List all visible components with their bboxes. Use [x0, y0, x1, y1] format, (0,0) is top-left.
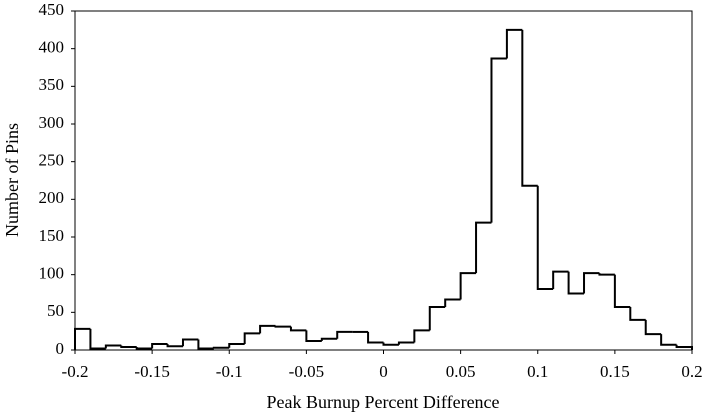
histogram-step [567, 271, 585, 295]
x-tick-label: -0.2 [62, 362, 89, 381]
y-axis-title: Number of Pins [2, 123, 22, 237]
y-tick-label: 100 [39, 264, 65, 283]
histogram-step [181, 338, 199, 347]
histogram-step [228, 342, 245, 348]
histogram-step [505, 28, 523, 59]
x-tick-label: -0.1 [216, 362, 243, 381]
histogram-step [259, 324, 276, 334]
histogram-step [305, 330, 322, 342]
histogram-step [475, 221, 492, 274]
plot-frame [74, 10, 693, 351]
y-tick-label: 300 [39, 113, 65, 132]
y-tick-label: 450 [39, 0, 65, 19]
histogram-step [89, 328, 106, 350]
histogram-step [583, 272, 600, 294]
x-tick-label: 0.15 [600, 362, 630, 381]
histogram-step [459, 272, 477, 300]
histogram-step [490, 57, 507, 223]
histogram-step [151, 342, 168, 349]
histogram-step [212, 346, 230, 349]
histogram-step [413, 329, 430, 343]
histogram-step [243, 332, 261, 344]
histogram-step [521, 29, 538, 187]
histogram-step [274, 325, 291, 328]
x-tick-label: 0.05 [446, 362, 476, 381]
histogram-step [428, 306, 446, 331]
histogram-step [197, 339, 214, 350]
x-tick-label: 0 [379, 362, 388, 381]
y-tick-label: 50 [47, 301, 64, 320]
y-tick-label: 400 [39, 38, 65, 57]
histogram-step [120, 345, 137, 348]
histogram-step [104, 344, 122, 349]
histogram-step [336, 330, 353, 339]
histogram-step [166, 343, 183, 348]
x-tick-label: -0.15 [134, 362, 169, 381]
x-tick-label: -0.05 [289, 362, 324, 381]
histogram-step [629, 307, 646, 321]
histogram-step [382, 342, 399, 346]
histogram-step [397, 341, 415, 345]
y-tick-label: 250 [39, 151, 65, 170]
histogram-step [289, 326, 307, 332]
x-tick-label: 0.2 [681, 362, 702, 381]
y-tick-label: 200 [39, 188, 65, 207]
histogram-step [135, 346, 153, 350]
histogram-step [660, 334, 677, 346]
y-tick-label: 150 [39, 226, 65, 245]
histogram-step [598, 273, 615, 276]
histogram-step [613, 274, 631, 309]
histogram-step [675, 344, 693, 350]
histogram-step [74, 327, 91, 350]
histogram-step [552, 270, 569, 289]
histogram-step [367, 331, 384, 344]
histogram-step [444, 298, 461, 308]
y-tick-label: 350 [39, 75, 65, 94]
x-tick-label: 0.1 [527, 362, 548, 381]
histogram-step [536, 185, 554, 290]
histogram-step [320, 337, 338, 341]
x-axis-title: Peak Burnup Percent Difference [266, 392, 499, 412]
y-tick-label: 0 [56, 339, 65, 358]
histogram-step [644, 319, 662, 336]
